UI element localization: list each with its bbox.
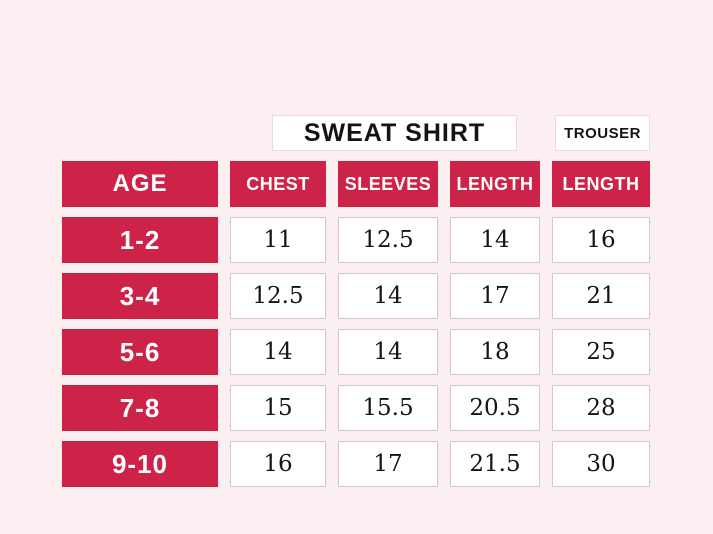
- value-cell: 17: [338, 441, 438, 487]
- value-cell: 21: [552, 273, 650, 319]
- value-cell: 20.5: [450, 385, 540, 431]
- size-table: AGE CHEST SLEEVES LENGTH LENGTH 1-2 11 1…: [62, 161, 650, 487]
- age-cell: 1-2: [62, 217, 218, 263]
- sweat-shirt-title-box: SWEAT SHIRT: [272, 115, 517, 151]
- value-cell: 16: [230, 441, 326, 487]
- trouser-title-box: TROUSER: [555, 115, 650, 151]
- column-header-trouser-length: LENGTH: [552, 161, 650, 207]
- value-cell: 11: [230, 217, 326, 263]
- value-cell: 14: [230, 329, 326, 375]
- age-cell: 7-8: [62, 385, 218, 431]
- column-header-chest: CHEST: [230, 161, 326, 207]
- value-cell: 14: [450, 217, 540, 263]
- age-cell: 5-6: [62, 329, 218, 375]
- column-header-sleeves: SLEEVES: [338, 161, 438, 207]
- trouser-title: TROUSER: [564, 124, 641, 142]
- value-cell: 17: [450, 273, 540, 319]
- value-cell: 21.5: [450, 441, 540, 487]
- value-cell: 15: [230, 385, 326, 431]
- age-cell: 9-10: [62, 441, 218, 487]
- value-cell: 12.5: [338, 217, 438, 263]
- age-cell: 3-4: [62, 273, 218, 319]
- value-cell: 12.5: [230, 273, 326, 319]
- column-header-length: LENGTH: [450, 161, 540, 207]
- value-cell: 30: [552, 441, 650, 487]
- value-cell: 15.5: [338, 385, 438, 431]
- column-header-age: AGE: [62, 161, 218, 207]
- value-cell: 18: [450, 329, 540, 375]
- sweat-shirt-title: SWEAT SHIRT: [303, 118, 486, 147]
- value-cell: 16: [552, 217, 650, 263]
- value-cell: 25: [552, 329, 650, 375]
- value-cell: 28: [552, 385, 650, 431]
- value-cell: 14: [338, 273, 438, 319]
- value-cell: 14: [338, 329, 438, 375]
